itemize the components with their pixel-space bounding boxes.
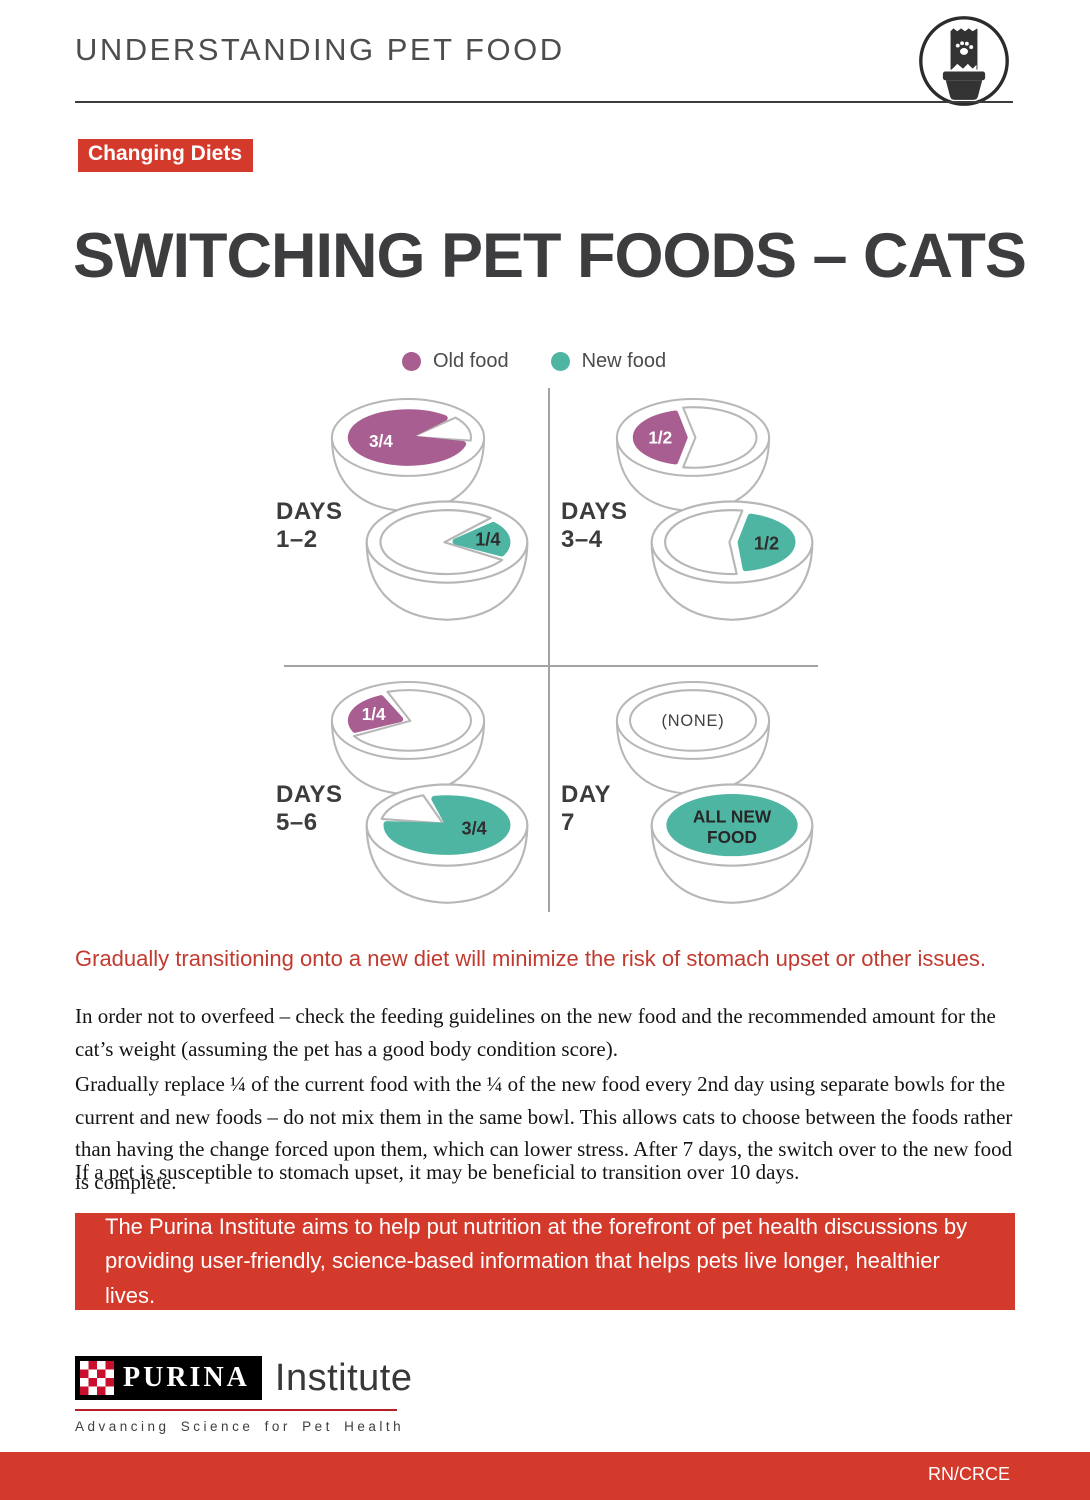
new-food-fill: [666, 793, 798, 857]
footer-bar: RN/CRCE: [0, 1452, 1090, 1500]
old-food-wedge: [347, 695, 404, 733]
portion-label: 3/4: [461, 818, 486, 838]
quadrant-label: DAY 7: [561, 781, 611, 837]
logo-divider: [75, 1409, 397, 1411]
banner-line: The Purina Institute aims to help put nu…: [105, 1214, 968, 1240]
new-food-wedge: [383, 795, 511, 855]
empty-portion: [682, 406, 758, 469]
quadrant-day-7: DAY 7 (NONE) ALL NEW FOOD: [553, 669, 835, 951]
new-food-wedge: [737, 513, 796, 572]
bowl-new-food: 1/4: [352, 492, 542, 637]
purina-wordmark-box: PURINA: [75, 1356, 262, 1400]
legend-label: New food: [581, 350, 667, 372]
empty-portion: [411, 416, 473, 442]
bowl-old-food: 1/2: [603, 390, 783, 527]
new-food-dot-icon: [550, 352, 570, 371]
bowl-old-food: 1/4: [318, 673, 498, 810]
full-label: ALL NEW FOOD: [693, 806, 772, 847]
portion-label: 1/4: [475, 529, 500, 549]
portion-label: 3/4: [369, 431, 393, 451]
transition-diagram: DAYS 1–2 3/4 1/4 DAYS 3–4 1/2 1/2 DAYS 5…: [268, 386, 834, 916]
bowl-old-food: 3/4: [318, 390, 498, 527]
empty-portion: [352, 689, 472, 752]
institute-wordmark: Institute: [274, 1356, 413, 1399]
quadrant-label: DAYS 3–4: [561, 498, 628, 554]
new-food-wedge: [452, 521, 511, 557]
body-paragraph: If a pet is susceptible to stomach upset…: [75, 1160, 800, 1184]
purina-institute-logo: PURINA Institute Advancing Science for P…: [75, 1356, 412, 1434]
logo-tagline: Advancing Science for Pet Health: [75, 1419, 405, 1434]
portion-label: 1/4: [362, 704, 386, 724]
quadrant-label: DAYS 5–6: [276, 781, 343, 837]
banner-line: providing user-friendly, science-based i…: [105, 1248, 940, 1308]
legend-item-old-food: Old food: [402, 350, 509, 373]
highlight-sentence: Gradually transitioning onto a new diet …: [75, 946, 986, 971]
bowl-new-food: 3/4: [352, 775, 542, 920]
portion-label: 1/2: [754, 533, 779, 553]
footer-code: RN/CRCE: [927, 1464, 1010, 1484]
legend: Old food New food: [402, 350, 666, 373]
old-food-wedge: [347, 409, 467, 466]
bowl-new-food: 1/2: [637, 492, 827, 637]
quadrant-label: DAYS 1–2: [276, 498, 343, 554]
portion-label: 1/2: [648, 428, 672, 448]
purina-checkerboard-icon: [80, 1361, 114, 1395]
old-food-wedge: [632, 410, 688, 465]
quadrant-days-1-2: DAYS 1–2 3/4 1/4: [268, 386, 550, 668]
diagram-vertical-divider: [548, 388, 550, 912]
quadrant-days-3-4: DAYS 3–4 1/2 1/2: [553, 386, 835, 668]
quadrant-days-5-6: DAYS 5–6 1/4 3/4: [268, 669, 550, 951]
empty-portion: [664, 509, 744, 576]
legend-label: Old food: [433, 350, 509, 372]
none-label: (NONE): [661, 712, 724, 730]
purina-wordmark: PURINA: [123, 1362, 250, 1393]
old-food-dot-icon: [402, 352, 421, 371]
bowl-interior: [628, 689, 758, 752]
pet-food-bag-bowl-icon: [919, 16, 1009, 106]
empty-portion: [379, 509, 504, 576]
body-paragraph: Gradually replace ¼ of the current food …: [75, 1072, 1013, 1194]
bowl-all-new-food: ALL NEW FOOD: [637, 775, 827, 920]
legend-item-new-food: New food: [550, 350, 667, 373]
body-paragraph: In order not to overfeed – check the fee…: [75, 1004, 996, 1061]
page-header-title: UNDERSTANDING PET FOOD: [75, 32, 565, 67]
mission-banner: The Purina Institute aims to help put nu…: [75, 1213, 1015, 1310]
section-badge: Changing Diets: [78, 139, 254, 172]
diagram-horizontal-divider: [284, 665, 818, 667]
page-title: SWITCHING PET FOODS – CATS: [73, 221, 1027, 291]
header-divider: [75, 101, 1013, 103]
empty-portion: [380, 794, 445, 825]
